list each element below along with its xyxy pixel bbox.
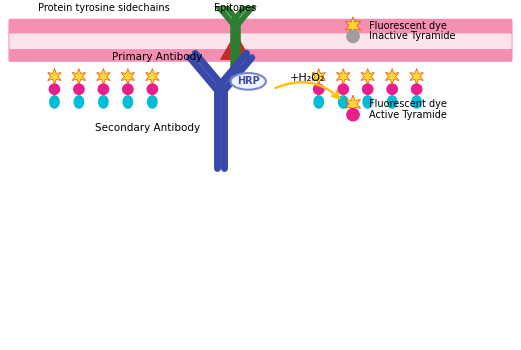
- Text: Protein tyrosine sidechains: Protein tyrosine sidechains: [38, 3, 169, 13]
- Ellipse shape: [98, 95, 109, 109]
- FancyBboxPatch shape: [8, 19, 513, 62]
- Polygon shape: [121, 69, 134, 84]
- Text: Active Tyramide: Active Tyramide: [369, 110, 446, 120]
- FancyArrowPatch shape: [275, 82, 339, 98]
- Ellipse shape: [313, 95, 324, 109]
- Circle shape: [48, 83, 60, 95]
- Ellipse shape: [387, 95, 398, 109]
- Circle shape: [346, 29, 360, 43]
- Text: Inactive Tyramide: Inactive Tyramide: [369, 32, 455, 41]
- Text: Secondary Antibody: Secondary Antibody: [95, 123, 200, 133]
- Circle shape: [386, 83, 398, 95]
- Ellipse shape: [122, 95, 133, 109]
- Circle shape: [313, 83, 325, 95]
- Polygon shape: [96, 69, 110, 84]
- Ellipse shape: [411, 95, 422, 109]
- Ellipse shape: [49, 95, 60, 109]
- Polygon shape: [386, 69, 399, 84]
- FancyBboxPatch shape: [9, 33, 512, 49]
- Text: Fluorescent dye: Fluorescent dye: [369, 99, 446, 109]
- Circle shape: [122, 83, 134, 95]
- Ellipse shape: [231, 73, 266, 90]
- Ellipse shape: [362, 95, 373, 109]
- Ellipse shape: [147, 95, 158, 109]
- Ellipse shape: [73, 95, 84, 109]
- Polygon shape: [345, 95, 361, 113]
- Polygon shape: [345, 17, 361, 34]
- Circle shape: [146, 83, 158, 95]
- Circle shape: [73, 83, 85, 95]
- Circle shape: [362, 83, 374, 95]
- Polygon shape: [220, 33, 251, 60]
- Polygon shape: [47, 69, 61, 84]
- Polygon shape: [361, 69, 375, 84]
- Text: Primary Antibody: Primary Antibody: [112, 52, 203, 62]
- Polygon shape: [72, 69, 85, 84]
- Text: +H₂O₂: +H₂O₂: [289, 74, 325, 83]
- Circle shape: [337, 83, 349, 95]
- Ellipse shape: [338, 95, 349, 109]
- Circle shape: [411, 83, 423, 95]
- Polygon shape: [312, 69, 326, 84]
- Circle shape: [346, 108, 360, 121]
- Polygon shape: [410, 69, 424, 84]
- Polygon shape: [145, 69, 159, 84]
- Text: HRP: HRP: [237, 76, 259, 86]
- Text: Fluorescent dye: Fluorescent dye: [369, 21, 446, 30]
- Text: Epitopes: Epitopes: [215, 3, 257, 13]
- Circle shape: [97, 83, 109, 95]
- Polygon shape: [337, 69, 350, 84]
